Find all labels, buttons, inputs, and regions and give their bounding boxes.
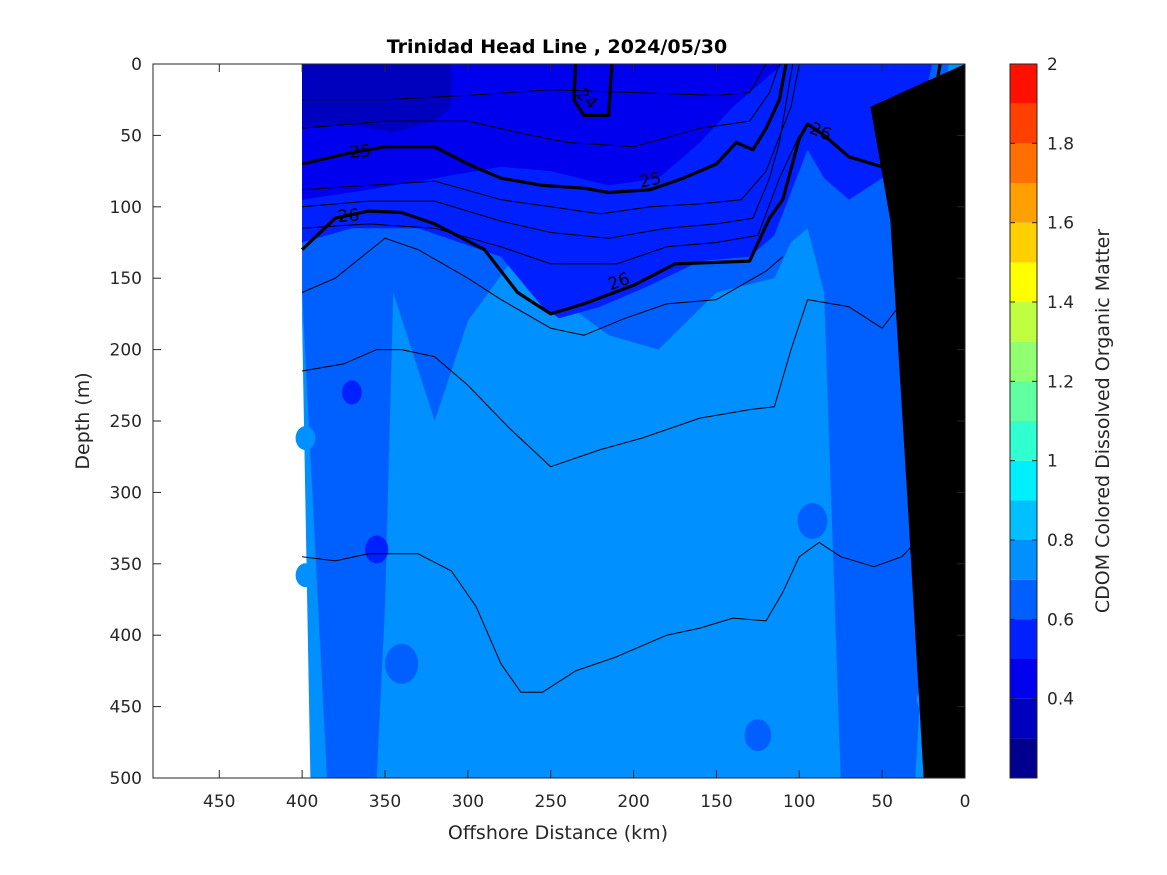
isopycnal-line-9 <box>302 277 916 468</box>
isopycnal-line-3 <box>302 64 767 101</box>
isopycnal-line-0 <box>572 64 614 117</box>
colorbar-tick-label-0: 0.4 <box>1047 690 1074 710</box>
y-tick-label-2: 100 <box>110 198 142 218</box>
y-tick-label-9: 450 <box>110 698 142 718</box>
y-tick-label-10: 500 <box>110 769 142 789</box>
colorbar-swatch-15 <box>1010 143 1037 183</box>
cdom-patch-7 <box>744 719 772 752</box>
chart-title: Trinidad Head Line , 2024/05/30 <box>387 36 727 58</box>
cdom-patch-4 <box>797 503 828 539</box>
x-tick-label-6: 150 <box>700 792 732 812</box>
y-axis-label: Depth (m) <box>72 372 94 469</box>
y-tick-label-7: 350 <box>110 555 142 575</box>
colorbar-swatch-16 <box>1010 103 1037 144</box>
cdom-patch-2 <box>295 426 316 451</box>
colorbar-swatch-9 <box>1010 381 1037 421</box>
isopycnal-line-5 <box>302 64 800 215</box>
y-tick-label-5: 250 <box>110 412 142 432</box>
isopycnal-line-1 <box>301 64 788 195</box>
seafloor-mask <box>870 64 965 778</box>
isopycnal-contours <box>301 64 942 693</box>
colorbar-swatch-13 <box>1010 222 1037 263</box>
colorbar-swatch-14 <box>1010 183 1037 223</box>
colorbar-tick-label-7: 1.8 <box>1047 134 1074 154</box>
colorbar-swatch-0 <box>1010 738 1037 778</box>
colorbar-swatch-11 <box>1010 302 1037 342</box>
y-tick-label-1: 50 <box>120 126 142 146</box>
x-axis: 450 400 350 300 250 200 150 100 50 0 <box>203 64 970 812</box>
x-tick-label-9: 0 <box>960 792 971 812</box>
isopycnal-line-10 <box>302 541 916 693</box>
colorbar-swatch-8 <box>1010 421 1037 461</box>
colorbar-swatch-3 <box>1010 619 1037 659</box>
colorbar-swatch-12 <box>1010 262 1037 302</box>
y-tick-label-4: 200 <box>110 341 142 361</box>
y-tick-label-0: 0 <box>131 55 142 75</box>
colorbar-tick-label-4: 1.2 <box>1047 372 1074 392</box>
colorbar-swatch-2 <box>1010 659 1037 699</box>
contour-label-1: 25 <box>349 141 372 163</box>
isopycnal-line-4 <box>302 64 780 148</box>
y-tick-label-6: 300 <box>110 483 142 503</box>
x-tick-label-3: 300 <box>452 792 484 812</box>
cdom-patch-5 <box>351 472 385 513</box>
cdom-patch-6 <box>385 643 419 684</box>
colorbar-swatch-1 <box>1010 698 1037 739</box>
colorbar: 0.4 0.6 0.8 1 1.2 1.4 1.6 1.8 2 <box>1009 55 1074 779</box>
contour-label-2: 25 <box>638 169 663 193</box>
seafloor <box>870 64 965 778</box>
colorbar-swatch-4 <box>1010 579 1037 620</box>
cdom-patch-3 <box>295 563 316 588</box>
contour-label-3: 26 <box>337 205 360 227</box>
cdom-patch-9 <box>342 380 362 405</box>
colorbar-swatch-17 <box>1010 64 1037 104</box>
x-tick-label-5: 200 <box>617 792 649 812</box>
colorbar-frame <box>1009 63 1038 779</box>
isopycnal-line-6 <box>302 64 794 239</box>
x-tick-label-1: 400 <box>286 792 318 812</box>
x-tick-label-7: 100 <box>783 792 815 812</box>
colorbar-label: CDOM Colored Dissolved Organic Matter <box>1092 229 1114 613</box>
x-tick-label-4: 250 <box>534 792 566 812</box>
colorbar-tick-label-8: 2 <box>1047 55 1058 75</box>
colorbar-tick-label-5: 1.4 <box>1047 293 1074 313</box>
colorbar-tick-label-6: 1.6 <box>1047 214 1074 234</box>
y-tick-label-3: 150 <box>110 269 142 289</box>
isopycnal-line-2 <box>301 64 942 316</box>
x-axis-label: Offshore Distance (km) <box>448 822 668 844</box>
x-tick-label-0: 450 <box>203 792 235 812</box>
colorbar-swatch-5 <box>1010 540 1037 580</box>
isopycnal-line-7 <box>302 135 800 265</box>
x-tick-label-8: 50 <box>871 792 893 812</box>
cdom-field <box>295 64 965 778</box>
colorbar-tick-label-2: 0.8 <box>1047 531 1074 551</box>
x-tick-label-2: 350 <box>369 792 401 812</box>
colorbar-swatch-6 <box>1010 500 1037 540</box>
y-tick-label-8: 400 <box>110 626 142 646</box>
colorbar-tick-label-1: 0.6 <box>1047 610 1074 630</box>
colorbar-swatch-7 <box>1010 460 1037 501</box>
colorbar-swatch-10 <box>1010 341 1037 382</box>
cdom-region-4 <box>302 64 452 133</box>
y-axis: 0 50 100 150 200 250 300 350 400 450 500 <box>110 55 965 789</box>
isopycnal-line-8 <box>301 237 784 336</box>
colorbar-tick-label-3: 1 <box>1047 452 1058 472</box>
cdom-patch-8 <box>365 535 389 564</box>
